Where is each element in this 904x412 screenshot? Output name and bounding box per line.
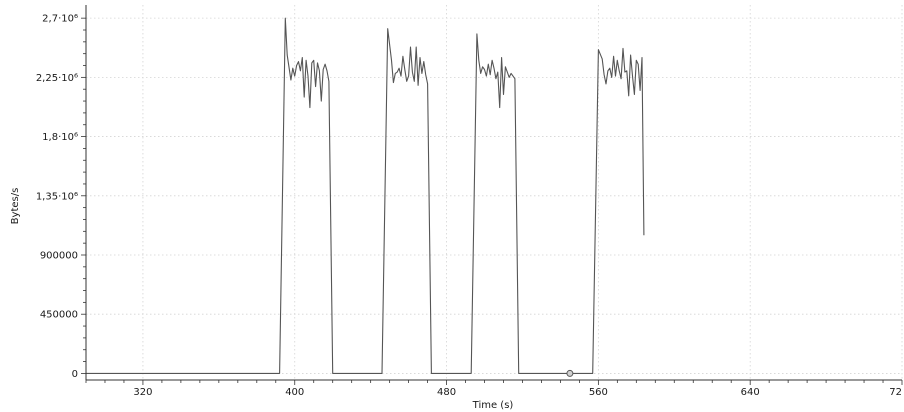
y-tick-label: 1,35·10⁶ [36, 191, 78, 202]
data-point-marker [566, 369, 574, 377]
x-axis-ticks: 320 400 480 560 640 72 [85, 380, 903, 398]
y-tick-label: 0 [72, 369, 78, 380]
y-axis-label: Bytes/s [10, 188, 21, 225]
x-tick-label: 640 [741, 387, 760, 398]
grid [86, 5, 903, 380]
x-tick-label: 320 [133, 387, 152, 398]
marker-layer [566, 369, 574, 377]
y-tick-label: 1,8·10⁶ [42, 132, 78, 143]
x-tick-label: 560 [589, 387, 608, 398]
y-axis-ticks: 0 450000 900000 1,35·10⁶ 1,8·10⁶ 2,25·10⁶ 2,7·… [36, 14, 86, 380]
x-tick-label: 480 [437, 387, 456, 398]
y-tick-label: 900000 [40, 251, 78, 262]
series-line [86, 17, 645, 374]
series-layer [86, 17, 645, 374]
x-axis-label: Time (s) [472, 400, 514, 411]
x-tick-label: 400 [285, 387, 304, 398]
y-tick-label: 2,7·10⁶ [42, 14, 78, 25]
y-tick-label: 2,25·10⁶ [36, 73, 78, 84]
y-tick-label: 450000 [40, 310, 78, 321]
axes [85, 5, 902, 381]
x-tick-label: 72 [889, 387, 902, 398]
